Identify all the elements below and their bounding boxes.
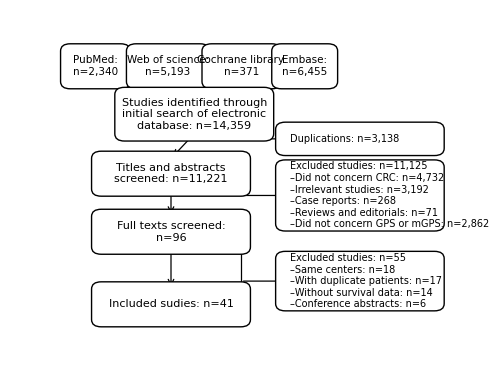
Text: Titles and abstracts
screened: n=11,221: Titles and abstracts screened: n=11,221 [114, 163, 228, 184]
FancyBboxPatch shape [92, 282, 250, 327]
FancyBboxPatch shape [92, 209, 250, 254]
FancyBboxPatch shape [276, 251, 444, 311]
Text: Full texts screened:
n=96: Full texts screened: n=96 [116, 221, 226, 242]
Text: Excluded studies: n=55
–Same centers: n=18
–With duplicate patients: n=17
–Witho: Excluded studies: n=55 –Same centers: n=… [290, 253, 442, 309]
Text: Studies identified through
initial search of electronic
database: n=14,359: Studies identified through initial searc… [122, 98, 267, 131]
FancyBboxPatch shape [276, 160, 444, 231]
Text: PubMed:
n=2,340: PubMed: n=2,340 [73, 55, 118, 77]
Text: Embase:
n=6,455: Embase: n=6,455 [282, 55, 328, 77]
FancyBboxPatch shape [92, 151, 250, 196]
Text: Cochrane library:
n=371: Cochrane library: n=371 [197, 55, 286, 77]
Text: Duplications: n=3,138: Duplications: n=3,138 [290, 134, 399, 144]
Text: Excluded studies: n=11,125
–Did not concern CRC: n=4,732
–Irrelevant studies: n=: Excluded studies: n=11,125 –Did not conc… [290, 161, 489, 230]
FancyBboxPatch shape [60, 44, 130, 89]
FancyBboxPatch shape [276, 122, 444, 156]
FancyBboxPatch shape [272, 44, 338, 89]
FancyBboxPatch shape [115, 87, 274, 141]
FancyBboxPatch shape [202, 44, 281, 89]
FancyBboxPatch shape [126, 44, 210, 89]
Text: Included sudies: n=41: Included sudies: n=41 [108, 299, 234, 309]
Text: Web of science:
n=5,193: Web of science: n=5,193 [127, 55, 209, 77]
